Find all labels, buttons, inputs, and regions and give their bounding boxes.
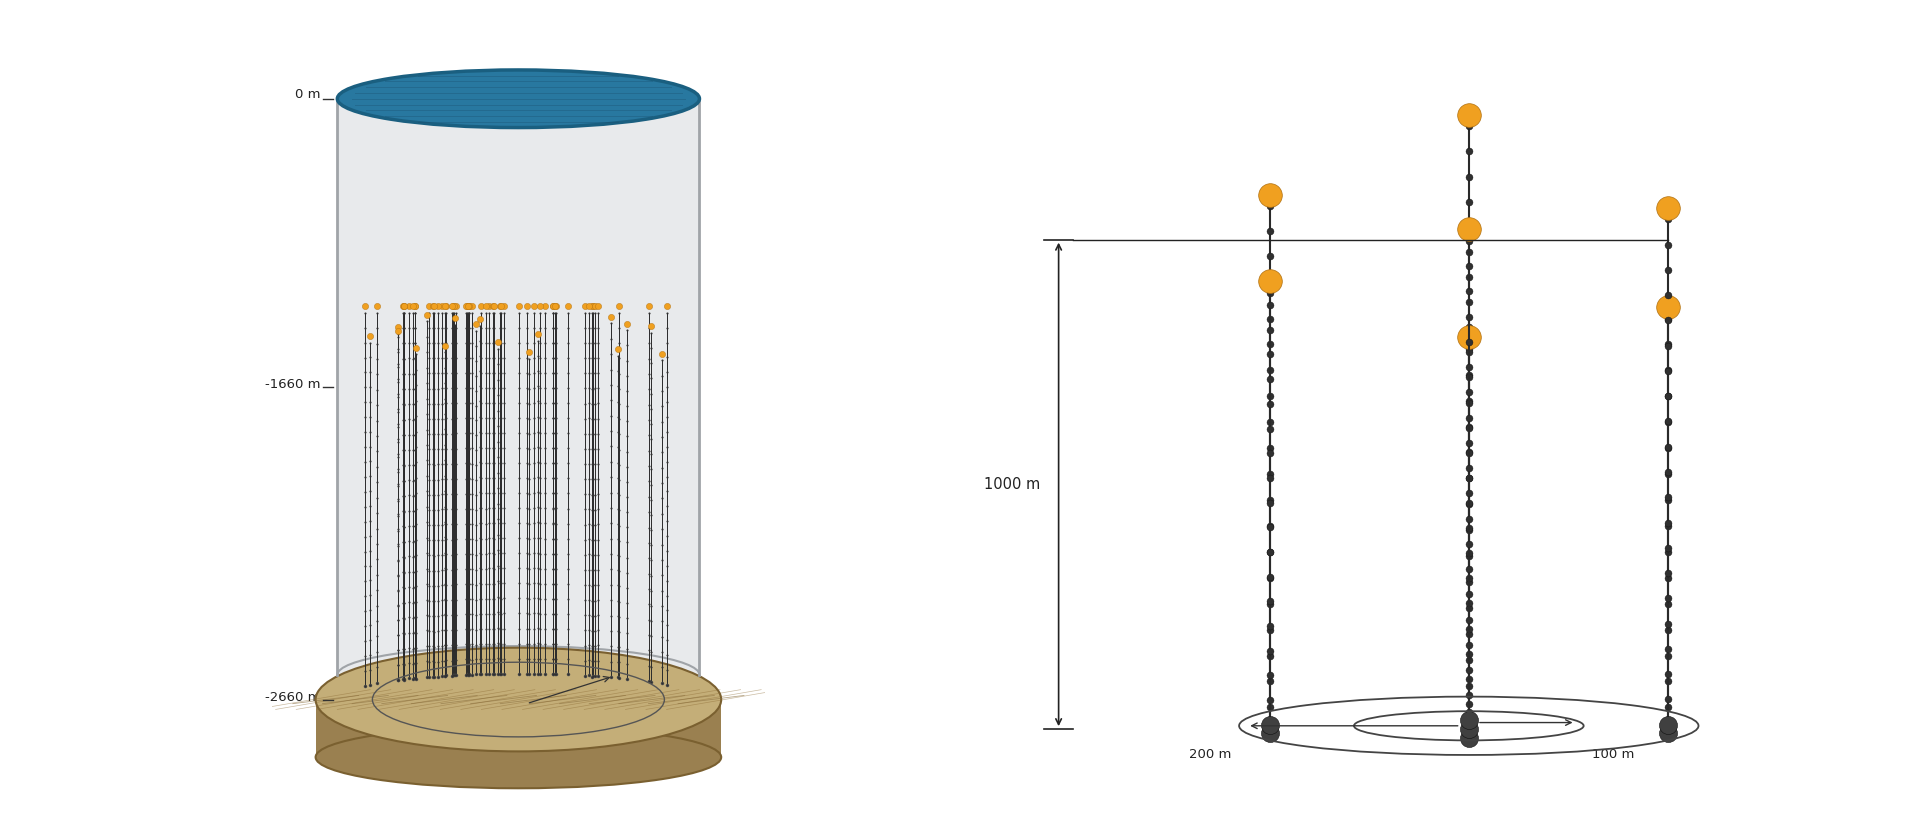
Bar: [338, 99, 699, 675]
Ellipse shape: [338, 70, 699, 128]
Ellipse shape: [315, 648, 722, 751]
Text: 0 m: 0 m: [296, 88, 321, 101]
Polygon shape: [315, 700, 722, 757]
Text: -1660 m: -1660 m: [265, 378, 321, 391]
Text: 1000 m: 1000 m: [985, 477, 1041, 492]
Ellipse shape: [315, 726, 722, 788]
Text: 1 km: 1 km: [543, 711, 572, 724]
Text: 100 m: 100 m: [1592, 748, 1634, 761]
Text: -2660 m: -2660 m: [265, 690, 321, 704]
Text: 200 m: 200 m: [1188, 748, 1231, 761]
Ellipse shape: [338, 646, 699, 704]
